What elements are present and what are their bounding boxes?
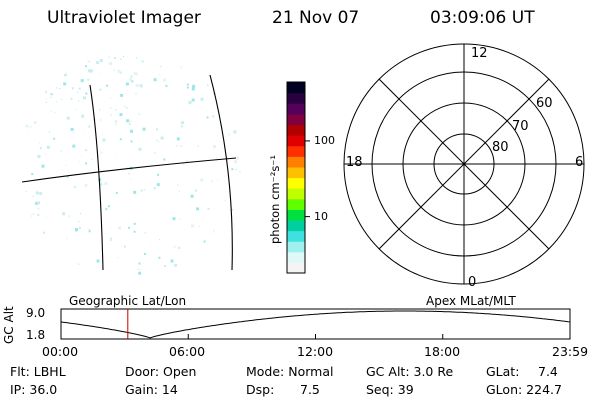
time-label: 03:09:06 UT xyxy=(430,8,535,28)
uv-speckle-field xyxy=(25,55,242,277)
colorbar-cell xyxy=(287,135,305,147)
colorbar-tick-100: 100 xyxy=(314,133,335,147)
x-tick-2359: 23:59 xyxy=(552,344,589,359)
colorbar-unit-label: photon cm⁻²s⁻¹ xyxy=(268,155,282,244)
altitude-x-ticks xyxy=(60,334,571,339)
status-mode: Mode: Normal xyxy=(246,364,334,379)
mlt-label-0: 0 xyxy=(468,275,477,290)
status-door: Door: Open xyxy=(125,364,197,379)
colorbar-cell xyxy=(287,145,305,157)
lat-label-60: 60 xyxy=(536,96,553,111)
status-ip: IP: 36.0 xyxy=(10,382,58,397)
colorbar-cell xyxy=(287,156,305,168)
status-glat-label: GLat: xyxy=(486,364,520,379)
status-glon: GLon: 224.7 xyxy=(486,382,562,397)
colorbar-cell xyxy=(287,103,305,115)
x-tick-0600: 06:00 xyxy=(169,344,206,359)
colorbar xyxy=(286,81,310,274)
altitude-ylabel: GC Alt xyxy=(2,306,16,344)
colorbar-cell xyxy=(287,251,305,263)
colorbar-cell xyxy=(287,230,305,242)
x-tick-1800: 18:00 xyxy=(424,344,461,359)
status-dsp-value: 7.5 xyxy=(300,382,320,397)
date-label: 21 Nov 07 xyxy=(272,8,360,28)
y-tick-max: 9.0 xyxy=(26,306,46,320)
colorbar-cell xyxy=(287,124,305,136)
colorbar-cell xyxy=(287,177,305,189)
apex-caption: Apex MLat/MLT xyxy=(426,294,516,308)
status-dsp-label: Dsp: xyxy=(246,382,275,397)
altitude-plot xyxy=(60,308,571,340)
mlt-label-6: 6 xyxy=(575,155,584,170)
mlt-label-12: 12 xyxy=(471,46,488,61)
lat-label-80: 80 xyxy=(492,140,509,155)
geographic-grid xyxy=(21,74,237,271)
status-filter: Flt: LBHL xyxy=(10,364,66,379)
polar-diagonal-2 xyxy=(378,78,550,250)
x-tick-1200: 12:00 xyxy=(297,344,334,359)
instrument-title: Ultraviolet Imager xyxy=(47,8,201,28)
geographic-caption: Geographic Lat/Lon xyxy=(69,294,187,308)
uv-image-panel xyxy=(21,55,242,277)
colorbar-cell xyxy=(287,198,305,210)
status-gain: Gain: 14 xyxy=(125,382,178,397)
y-tick-min: 1.8 xyxy=(26,328,46,342)
colorbar-cell xyxy=(287,219,305,232)
colorbar-cell xyxy=(287,92,305,104)
polar-mlt-plot xyxy=(343,43,585,285)
altitude-curve xyxy=(60,310,571,339)
colorbar-cell xyxy=(287,188,305,200)
colorbar-cell xyxy=(287,209,305,221)
x-tick-0000: 00:00 xyxy=(42,344,79,359)
colorbar-cell xyxy=(287,262,305,274)
colorbar-cell xyxy=(287,166,305,179)
colorbar-cell xyxy=(287,241,305,253)
status-seq: Seq: 39 xyxy=(366,382,414,397)
status-gc-alt: GC Alt: 3.0 Re xyxy=(366,364,454,379)
colorbar-cell xyxy=(287,82,305,94)
lat-label-70: 70 xyxy=(512,119,529,134)
colorbar-cell xyxy=(287,113,305,126)
mlt-label-18: 18 xyxy=(346,155,363,170)
status-glat-value: 7.4 xyxy=(538,364,558,379)
colorbar-tick-10: 10 xyxy=(314,209,328,223)
